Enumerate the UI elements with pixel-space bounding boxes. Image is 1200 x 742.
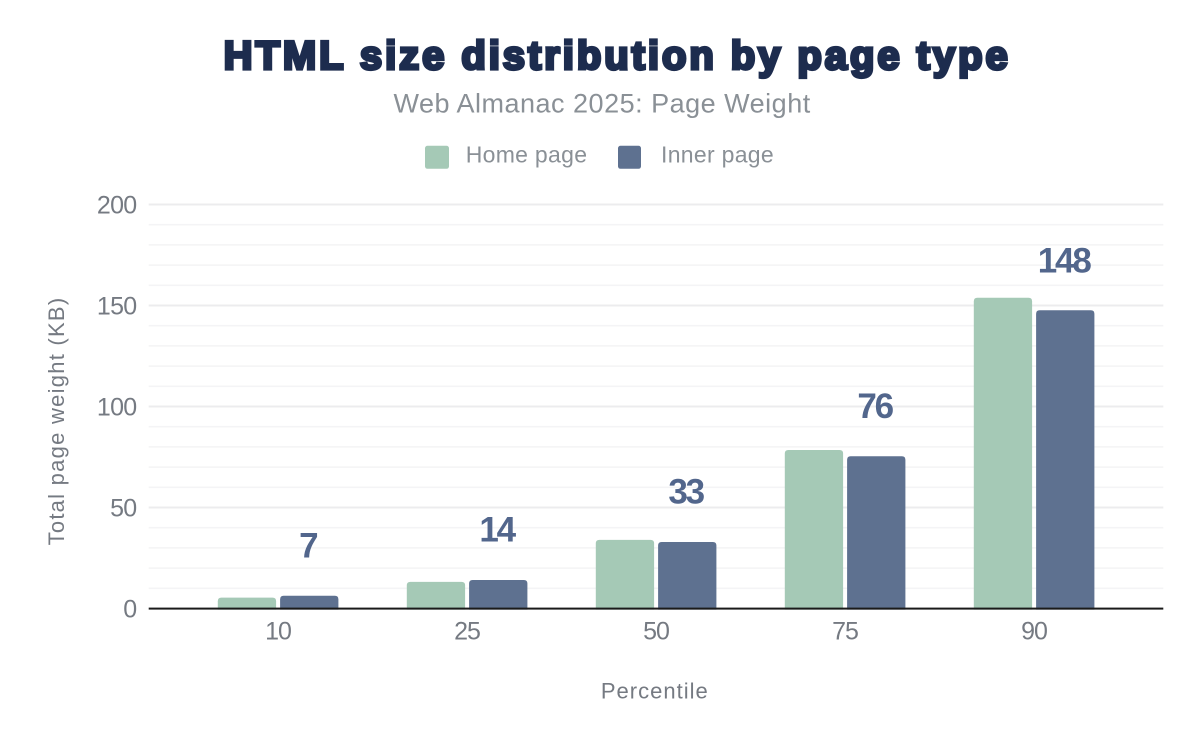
svg-text:50: 50	[110, 495, 136, 523]
svg-text:90: 90	[1021, 618, 1047, 646]
svg-text:50: 50	[643, 618, 669, 646]
svg-text:7: 7	[299, 527, 317, 566]
svg-text:75: 75	[832, 618, 858, 646]
svg-text:Percentile: Percentile	[601, 679, 709, 704]
svg-text:25: 25	[454, 618, 480, 646]
svg-text:HTML size distribution by page: HTML size distribution by page type	[224, 34, 1011, 78]
svg-text:200: 200	[97, 192, 137, 220]
svg-text:0: 0	[123, 596, 136, 624]
svg-text:Home page: Home page	[466, 141, 588, 167]
svg-text:150: 150	[97, 293, 137, 321]
svg-text:76: 76	[857, 387, 893, 426]
svg-text:10: 10	[265, 618, 291, 646]
svg-text:Inner page: Inner page	[661, 141, 774, 167]
svg-text:14: 14	[479, 511, 516, 550]
svg-text:33: 33	[668, 473, 704, 512]
svg-text:Total page weight (KB): Total page weight (KB)	[44, 297, 69, 546]
svg-text:Web Almanac 2025: Page Weight: Web Almanac 2025: Page Weight	[393, 89, 810, 119]
svg-text:148: 148	[1038, 241, 1092, 280]
svg-text:100: 100	[97, 394, 137, 422]
